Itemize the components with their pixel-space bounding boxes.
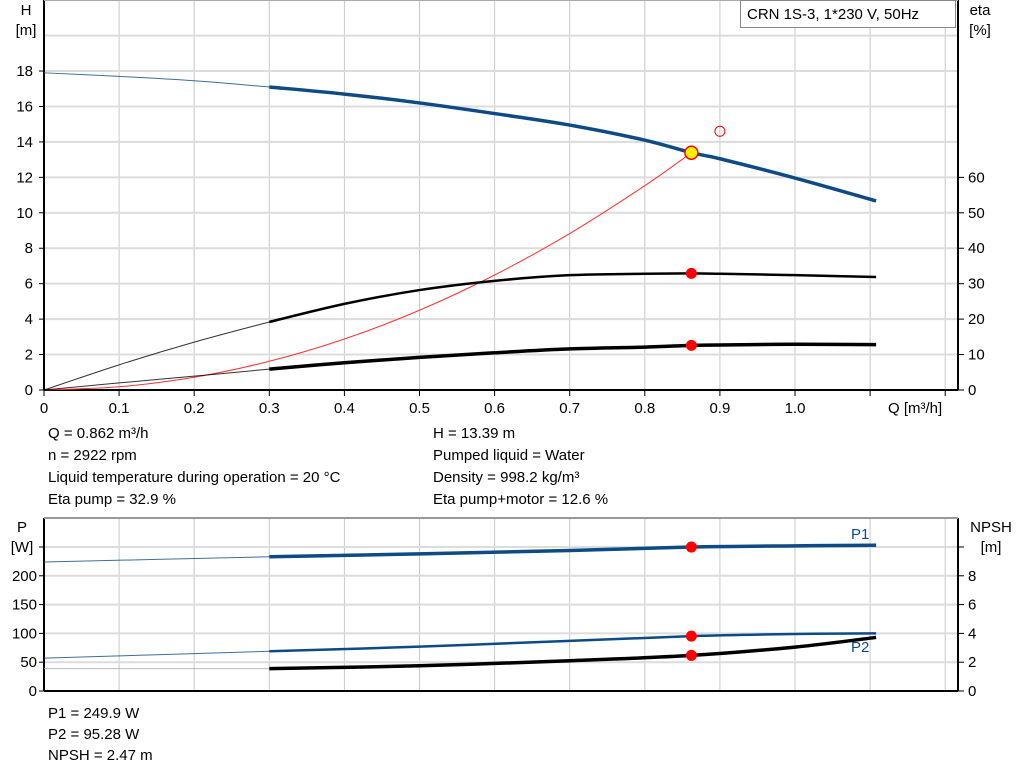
curves — [43, 72, 877, 671]
y-tick-label: 0 — [25, 382, 33, 399]
info-npsh: NPSH = 2.47 m — [48, 747, 153, 764]
axis-labels: H [m] eta [%] Q [m³/h] P [W] NPSH [m] P1… — [11, 2, 1012, 656]
y-tick-label: 18 — [16, 63, 33, 80]
top-ylabel-1: H — [21, 2, 32, 19]
npsh-tick-label: 6 — [968, 597, 976, 614]
eta-pump-motor-curve — [269, 342, 877, 371]
npsh-curve — [269, 635, 877, 671]
p2-operating-point — [685, 630, 697, 642]
p-tick-label: 50 — [20, 654, 37, 671]
duty-point — [684, 145, 699, 160]
p1-operating-point — [685, 541, 697, 553]
x-tick-label: 0.6 — [484, 400, 505, 417]
bottom-ylabel-1: P — [17, 519, 27, 536]
x-tick-label: 0.5 — [409, 400, 430, 417]
info-right: H = 13.39 m Pumped liquid = Water Densit… — [433, 423, 608, 511]
p2-curve — [269, 632, 877, 653]
y2-tick-label: 40 — [968, 240, 985, 257]
x-tick-label: 0.8 — [634, 400, 655, 417]
y-tick-label: 16 — [16, 98, 33, 115]
npsh-tick-label: 2 — [968, 654, 976, 671]
head-curve — [269, 85, 877, 203]
npsh-operating-point — [685, 649, 697, 661]
x-tick-label: 0.9 — [709, 400, 730, 417]
p1-curve — [269, 543, 877, 559]
top-xlabel: Q [m³/h] — [888, 400, 942, 417]
info-bottom: P1 = 249.9 W P2 = 95.28 W NPSH = 2.47 m — [48, 703, 153, 766]
y2-tick-label: 60 — [968, 169, 985, 186]
y2-tick-label: 50 — [968, 205, 985, 222]
bottom-grid: 0 50 100 150 200 0 2 4 6 8 — [12, 517, 976, 700]
top-grid: 0 0.1 0.2 0.3 0.4 0.5 0.6 0.7 0.8 0.9 1.0 0 2 4 6 8 10 12… — [16, 0, 985, 417]
info-flow: Q = 0.862 m³/h — [48, 425, 149, 442]
info-pumped-liquid: Pumped liquid = Water — [433, 447, 585, 464]
bottom-y2label-2: [m] — [981, 539, 1002, 556]
info-left: Q = 0.862 m³/h n = 2922 rpm Liquid tempe… — [48, 423, 340, 511]
x-tick-label: 0.7 — [559, 400, 580, 417]
y2-tick-label: 20 — [968, 311, 985, 328]
x-tick-label: 0 — [40, 400, 48, 417]
bottom-ylabel-2: [W] — [11, 539, 34, 556]
info-density: Density = 998.2 kg/m³ — [433, 469, 580, 486]
p-tick-label: 0 — [29, 683, 37, 700]
x-tick-label: 0.1 — [109, 400, 130, 417]
p1-extrapolated — [43, 556, 270, 563]
npsh-tick-label: 4 — [968, 625, 976, 642]
y-tick-label: 6 — [25, 276, 33, 293]
info-head: H = 13.39 m — [433, 425, 516, 442]
y-tick-label: 4 — [25, 311, 33, 328]
y-tick-label: 14 — [16, 134, 33, 151]
info-liquid-temp: Liquid temperature during operation = 20… — [48, 469, 341, 486]
bottom-y2label-1: NPSH — [970, 519, 1012, 536]
legend-text: CRN 1S-3, 1*230 V, 50Hz — [747, 6, 919, 23]
info-speed: n = 2922 rpm — [48, 447, 137, 464]
x-tick-label: 1.0 — [785, 400, 806, 417]
npsh-tick-label: 0 — [968, 683, 976, 700]
p2-extrapolated — [43, 650, 270, 659]
legend-box: CRN 1S-3, 1*230 V, 50Hz — [740, 0, 956, 28]
p-tick-label: 150 — [12, 597, 37, 614]
top-ylabel-2: [m] — [16, 22, 37, 39]
info-p2: P2 = 95.28 W — [48, 726, 140, 743]
info-eta-pump-motor: Eta pump+motor = 12.6 % — [433, 491, 609, 508]
x-tick-label: 0.4 — [334, 400, 355, 417]
p-tick-label: 100 — [12, 625, 37, 642]
npsh-tick-label: 8 — [968, 568, 976, 585]
y2-tick-label: 30 — [968, 276, 985, 293]
requested-duty-point — [714, 125, 726, 137]
head-extrapolated — [43, 72, 270, 88]
info-eta-pump: Eta pump = 32.9 % — [48, 491, 176, 508]
p1-series-label: P1 — [851, 526, 869, 543]
y-tick-label: 10 — [16, 205, 33, 222]
info-p1: P1 = 249.9 W — [48, 705, 140, 722]
system-curve — [43, 152, 692, 391]
top-y2label-1: eta — [970, 2, 992, 19]
x-tick-label: 0.3 — [259, 400, 280, 417]
y2-tick-label: 0 — [968, 382, 976, 399]
eta-pump-curve — [269, 272, 877, 324]
top-y2label-2: [%] — [969, 22, 991, 39]
p-tick-label: 200 — [12, 568, 37, 585]
x-tick-label: 0.2 — [184, 400, 205, 417]
eta-operating-point — [685, 339, 697, 351]
eta-operating-point — [685, 267, 697, 279]
y-tick-label: 12 — [16, 169, 33, 186]
y2-tick-label: 10 — [968, 347, 985, 364]
y-tick-label: 2 — [25, 347, 33, 364]
y-tick-label: 8 — [25, 240, 33, 257]
eta-pump-extrapolated — [43, 321, 270, 391]
eta-pump-motor-extrapolated — [43, 368, 270, 391]
p2-series-label: P2 — [851, 639, 869, 656]
